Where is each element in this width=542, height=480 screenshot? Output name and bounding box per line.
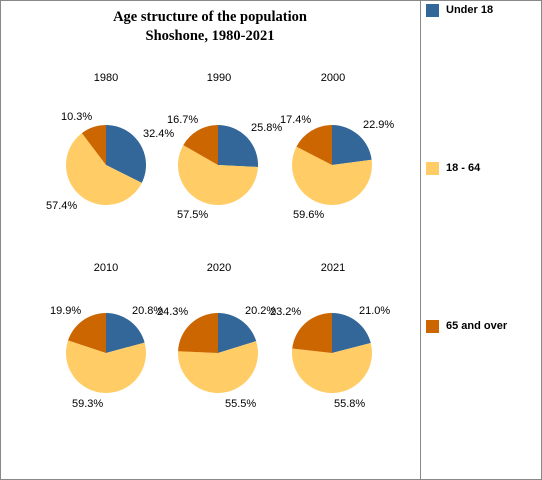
data-label-1990-18-64: 57.5% bbox=[177, 209, 209, 221]
pie-label-2000: 2000 bbox=[320, 72, 346, 84]
legend-swatch-under18 bbox=[426, 4, 439, 17]
data-label-2020-18-64: 55.5% bbox=[225, 398, 257, 410]
data-label-2020-under18: 20.2% bbox=[245, 305, 277, 317]
pie-slice-2010-18-64 bbox=[66, 340, 147, 393]
chart-title: Age structure of the population bbox=[113, 9, 307, 25]
data-label-2010-under18: 20.8% bbox=[132, 305, 164, 317]
pie-label-2021: 2021 bbox=[320, 262, 346, 274]
pie-slice-2021-18-64 bbox=[292, 343, 373, 394]
data-label-1990-65over: 16.7% bbox=[167, 114, 199, 126]
chart-subtitle: Shoshone, 1980-2021 bbox=[145, 28, 275, 44]
data-label-2021-under18: 21.0% bbox=[359, 305, 391, 317]
legend-label-18-64: 18 - 64 bbox=[446, 162, 481, 174]
pie-label-2020: 2020 bbox=[206, 262, 232, 274]
legend-swatch-65over bbox=[426, 320, 439, 333]
pie-slice-2020-65over bbox=[178, 313, 218, 353]
pie-slice-1980-65over bbox=[81, 125, 106, 165]
pie-slice-2010-65over bbox=[68, 313, 106, 353]
data-label-2010-65over: 19.9% bbox=[50, 305, 82, 317]
pie-slice-2021-65over bbox=[292, 313, 332, 353]
pie-slice-2000-under18 bbox=[332, 125, 372, 165]
data-label-2021-65over: 23.2% bbox=[270, 306, 302, 318]
pie-slice-2010-under18 bbox=[106, 312, 145, 353]
legend-label-under18: Under 18 bbox=[446, 4, 494, 16]
data-label-1980-65over: 10.3% bbox=[61, 111, 93, 123]
data-label-2000-under18: 22.9% bbox=[363, 119, 395, 131]
pie-label-2010: 2010 bbox=[93, 262, 119, 274]
pie-slice-2020-under18 bbox=[218, 313, 257, 353]
data-label-1980-under18: 32.4% bbox=[143, 128, 175, 140]
pie-slice-1990-under18 bbox=[218, 125, 259, 168]
legend-swatch-18-64 bbox=[426, 162, 439, 175]
legend-label-65over: 65 and over bbox=[446, 320, 508, 332]
pie-slice-1980-18-64 bbox=[66, 133, 142, 205]
pie-slice-1990-65over bbox=[183, 125, 218, 165]
pie-slice-1990-18-64 bbox=[178, 145, 258, 206]
pie-label-1980: 1980 bbox=[93, 72, 119, 84]
pie-slice-2020-18-64 bbox=[178, 341, 259, 394]
pie-slice-2000-65over bbox=[296, 125, 332, 165]
data-label-2020-65over: 24.3% bbox=[157, 306, 189, 318]
data-label-2000-65over: 17.4% bbox=[280, 114, 312, 126]
data-label-1980-18-64: 57.4% bbox=[46, 200, 78, 212]
pie-label-1990: 1990 bbox=[206, 72, 232, 84]
data-label-1990-under18: 25.8% bbox=[251, 122, 283, 134]
data-label-2021-18-64: 55.8% bbox=[334, 398, 366, 410]
data-label-2000-18-64: 59.6% bbox=[293, 209, 325, 221]
pie-slice-2000-18-64 bbox=[292, 146, 373, 205]
data-label-2010-18-64: 59.3% bbox=[72, 398, 104, 410]
pie-slice-2021-under18 bbox=[332, 313, 371, 353]
pie-slice-1980-under18 bbox=[106, 125, 146, 183]
